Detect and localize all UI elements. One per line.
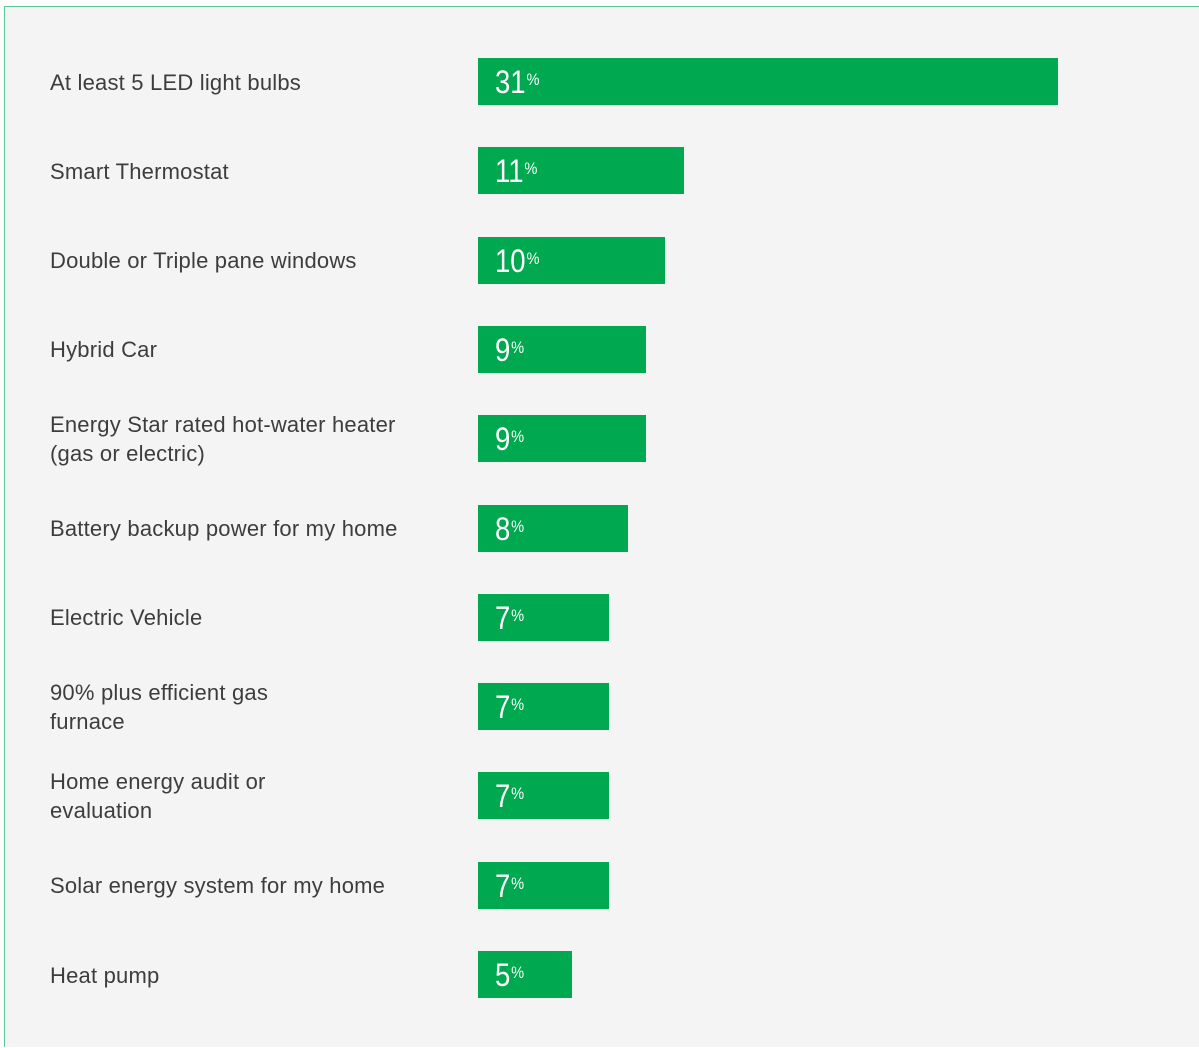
percent-sign: % [511,873,525,893]
bar: 9% [478,325,646,373]
chart-row: At least 5 LED light bulbs 31% [5,58,1199,138]
bar: 8% [478,504,628,552]
bar-value-number: 7 [495,689,511,726]
chart-row: 90% plus efficient gas furnace 7% [5,680,1199,763]
category-label: Home energy audit or evaluation [50,769,266,824]
bar-value-number: 31 [495,64,526,100]
bar-value-number: 7 [495,599,511,636]
bar-value-label: 11% [495,154,537,188]
bar-value-label: 9% [495,422,524,456]
bar: 5% [478,951,572,998]
category-label: Heat pump [50,962,160,988]
bar-value-label: 10% [495,244,539,278]
category-label: Electric Vehicle [50,605,203,631]
bar-value-label: 7% [495,690,524,724]
bar-value-label: 7% [495,869,524,903]
category-label: Hybrid Car [50,337,158,363]
bar-value-number: 10 [495,242,526,279]
percent-sign: % [526,70,540,89]
category-label: Battery backup power for my home [50,516,398,541]
chart-row: Battery backup power for my home 8% [5,504,1199,585]
percent-sign: % [524,159,538,179]
bar-value-number: 11 [495,153,524,190]
category-label: Solar energy system for my home [50,873,386,899]
bar-value-number: 5 [495,957,511,993]
chart-row: Double or Triple pane windows 10% [5,236,1199,317]
bar: 10% [478,236,665,284]
chart-row: Smart Thermostat 11% [5,147,1199,227]
category-label: Double or Triple pane windows [50,248,357,274]
chart-row: Home energy audit or evaluation 7% [5,769,1199,852]
percent-sign: % [511,427,525,447]
bar: 9% [478,415,646,463]
category-label: 90% plus efficient gas furnace [50,680,269,735]
bar-value-label: 7% [495,601,524,635]
category-label: At least 5 LED light bulbs [50,69,302,95]
chart-row: Hybrid Car 9% [5,325,1199,406]
percent-sign: % [511,516,525,536]
bar-value-number: 8 [495,510,511,547]
bar-value-label: 5% [495,958,524,992]
percent-sign: % [511,695,525,715]
bar: 11% [478,147,684,195]
bar-value-label: 31% [495,65,539,99]
chart-row: Heat pump 5% [5,951,1199,1031]
bar-value-number: 9 [495,421,511,458]
percent-sign: % [526,248,540,268]
chart-row: Electric Vehicle 7% [5,593,1199,674]
bar: 7% [478,861,609,909]
bar: 7% [478,593,609,641]
chart-row: Solar energy system for my home 7% [5,861,1199,942]
percent-sign: % [511,337,525,357]
bar-value-number: 7 [495,778,511,815]
chart-row: Energy Star rated hot-water heater (gas … [5,412,1199,495]
bar-value-label: 8% [495,512,524,546]
percent-sign: % [511,605,525,625]
bar-value-number: 9 [495,331,511,368]
bar: 7% [478,772,609,820]
bar: 31% [478,58,1058,105]
bar-value-label: 9% [495,333,524,367]
percent-sign: % [511,963,525,982]
category-label: Smart Thermostat [50,158,229,184]
bar: 7% [478,683,609,731]
bar-value-label: 7% [495,779,524,813]
category-label: Energy Star rated hot-water heater (gas … [50,412,396,467]
bar-value-number: 7 [495,867,511,904]
percent-sign: % [511,784,525,804]
chart-panel: At least 5 LED light bulbs 31% Smart Therm… [4,6,1199,1047]
